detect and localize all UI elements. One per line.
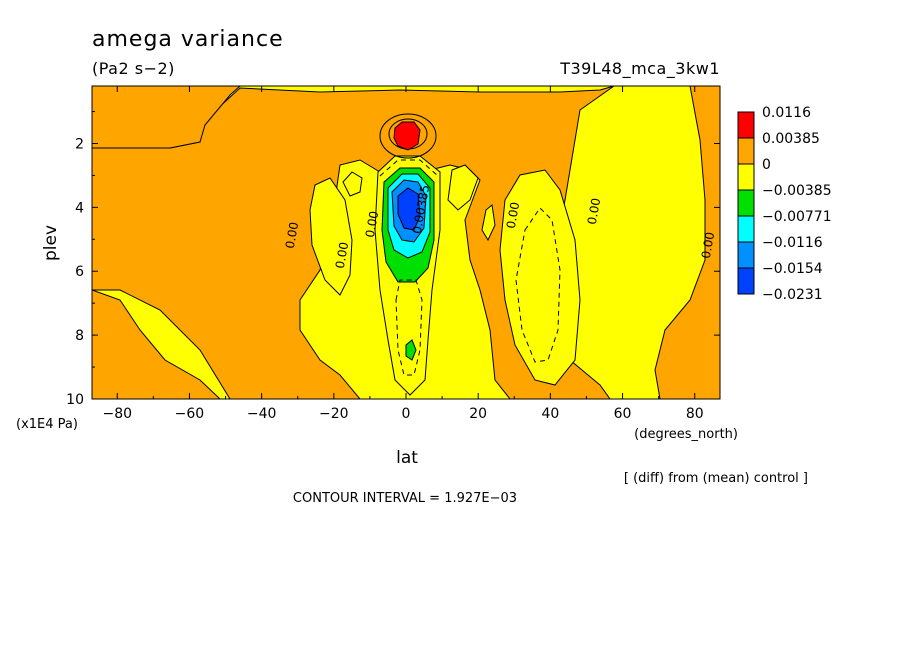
x-axis-title: lat xyxy=(396,448,418,468)
contour-label: 0.00 xyxy=(283,221,301,250)
legend-swatch xyxy=(737,163,755,191)
y-tick-label: 6 xyxy=(75,264,84,280)
legend-swatch xyxy=(737,189,755,217)
contour-field xyxy=(92,86,720,399)
positive-region-central xyxy=(92,86,615,399)
y-tick-label: 4 xyxy=(75,200,84,216)
contour-label: 0.00 xyxy=(699,231,717,260)
legend-swatch xyxy=(737,215,755,243)
contour-label: 0.00 xyxy=(363,210,381,239)
positive-region-right xyxy=(654,86,720,399)
x-tick-label: 20 xyxy=(469,406,487,422)
y-axis-title: plev xyxy=(41,225,61,261)
x-tick-label: 40 xyxy=(541,406,559,422)
y-tick-label: 2 xyxy=(75,136,84,152)
legend-label: 0 xyxy=(762,157,771,173)
legend-swatch xyxy=(737,241,755,269)
y-axis-unit: (x1E4 Pa) xyxy=(16,417,78,432)
x-tick-label: −40 xyxy=(247,406,277,422)
positive-maximum xyxy=(393,121,421,151)
legend-label: −0.0231 xyxy=(762,287,823,303)
trough-lobe-3 xyxy=(481,204,496,242)
legend-label: 0.0116 xyxy=(762,105,811,121)
trough-lobe-4 xyxy=(499,169,581,386)
contour-label: 0.00 xyxy=(333,241,351,270)
contour-small-left xyxy=(342,171,363,197)
legend-label: −0.00385 xyxy=(762,183,832,199)
x-tick-label: 60 xyxy=(614,406,632,422)
x-axis: −80 −60 −40 −20 0 20 40 60 80 xyxy=(102,86,704,422)
y-axis: 2 4 6 8 10 xyxy=(66,111,720,408)
legend-label: −0.0116 xyxy=(762,235,823,251)
trough-lobe-1 xyxy=(309,177,353,296)
contour-label: 0.00 xyxy=(585,197,603,226)
legend-swatch xyxy=(737,137,755,165)
chart-title: amega variance xyxy=(92,27,284,52)
x-tick-label: −20 xyxy=(319,406,349,422)
x-tick-label: 0 xyxy=(402,406,411,422)
legend-swatch xyxy=(737,111,755,139)
legend-label: 0.00385 xyxy=(762,131,820,147)
negative-spot-lower xyxy=(405,339,417,361)
dashed-contour-upper xyxy=(379,159,439,177)
chart-units: (Pa2 s−2) xyxy=(92,59,175,78)
x-tick-label: −80 xyxy=(102,406,132,422)
positive-region-bottom-left xyxy=(92,289,221,399)
legend-label: −0.00771 xyxy=(762,209,832,225)
diff-note: [ (diff) from (mean) control ] xyxy=(624,471,808,486)
x-tick-label: −60 xyxy=(175,406,205,422)
x-tick-label: 80 xyxy=(686,406,704,422)
negative-level-4 xyxy=(397,187,421,231)
x-axis-unit: (degrees_north) xyxy=(634,427,738,442)
legend-label: −0.0154 xyxy=(762,261,823,277)
legend-swatch xyxy=(737,267,755,295)
contour-label: 0.00 xyxy=(504,201,522,230)
y-tick-label: 10 xyxy=(66,392,84,408)
trough-lobe-2 xyxy=(447,164,479,211)
max-contour-outer xyxy=(379,113,437,159)
positive-region-left xyxy=(92,86,241,149)
color-legend: 0.0116 0.00385 0 −0.00385 −0.00771 −0.0116 −0.… xyxy=(737,105,832,303)
run-label: T39L48_mca_3kw1 xyxy=(559,59,720,79)
y-tick-label: 8 xyxy=(75,328,84,344)
contour-labels: 0.000.000.00 0.00385 0.00 0.000.00 xyxy=(283,184,717,270)
contour-interval: CONTOUR INTERVAL = 1.927E−03 xyxy=(293,491,517,506)
